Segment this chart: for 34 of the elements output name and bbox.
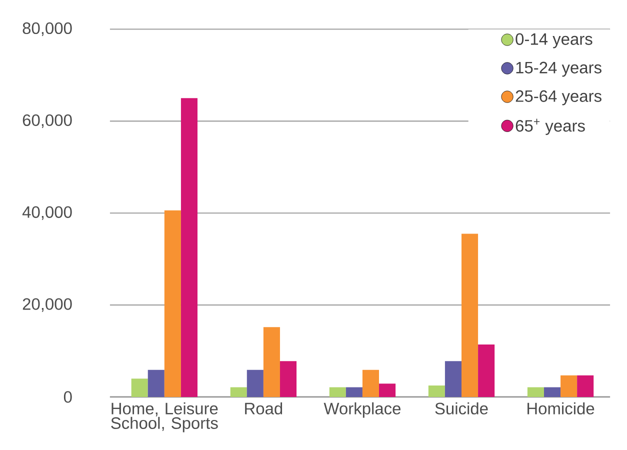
bar <box>362 370 380 397</box>
legend-label: 65$^{+}$ years <box>516 118 585 135</box>
x-tick-label: Home, Leisure School, Sports <box>111 402 218 432</box>
x-tick-label: Homicide <box>528 402 594 414</box>
bar <box>478 344 495 397</box>
bar <box>444 360 462 397</box>
legend-label: 0-14 years <box>516 33 592 48</box>
y-tick-label: 60,000 <box>22 114 72 128</box>
bar <box>577 375 594 397</box>
bar <box>346 387 362 397</box>
bar <box>527 387 544 397</box>
bar <box>230 387 247 397</box>
bar <box>164 210 181 397</box>
x-tick-label: Workplace <box>324 402 401 418</box>
bar <box>180 98 198 397</box>
y-tick-label: 40,000 <box>22 206 72 220</box>
y-tick-label: 80,000 <box>22 22 72 36</box>
bar <box>148 370 164 397</box>
legend-label: 15-24 years <box>516 62 602 76</box>
bar <box>462 234 478 397</box>
y-tick-label: 0 <box>64 390 72 403</box>
x-tick-label: Suicide <box>435 402 488 414</box>
bar <box>131 378 148 397</box>
bar <box>544 387 561 397</box>
bar <box>379 383 396 397</box>
legend-label: 25-64 years <box>516 90 602 105</box>
bar <box>263 326 280 397</box>
y-tick-label: 20,000 <box>22 298 72 312</box>
bar <box>329 387 346 397</box>
bar <box>428 385 445 397</box>
bar <box>246 370 264 397</box>
bar <box>280 360 297 397</box>
bar <box>560 375 578 397</box>
x-tick-label: Road <box>245 402 282 414</box>
